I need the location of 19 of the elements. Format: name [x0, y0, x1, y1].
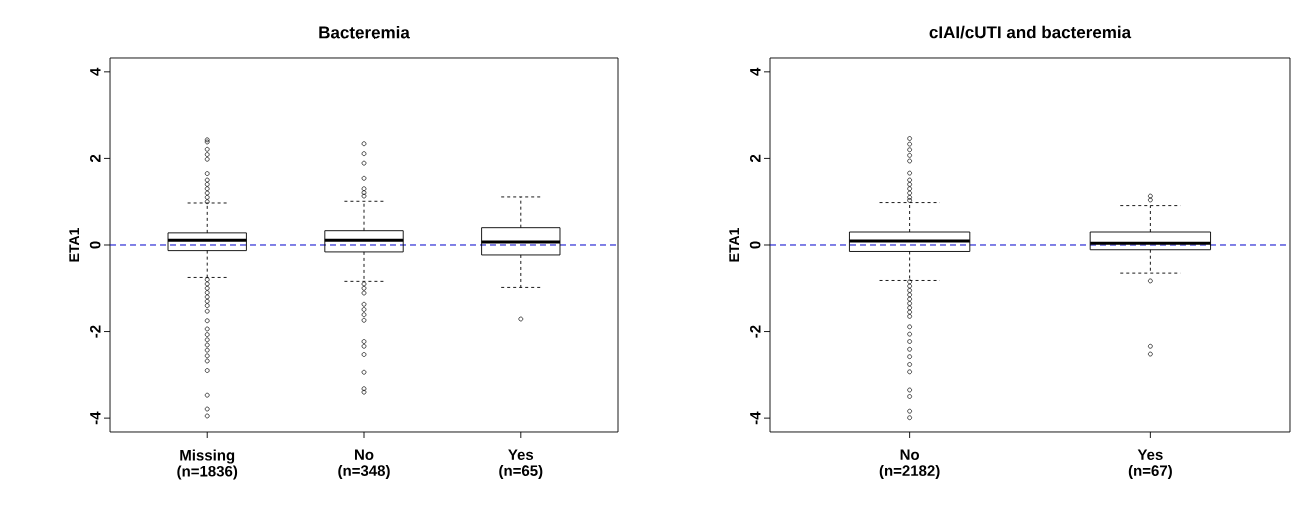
y-tick-label: -2 [90, 325, 101, 338]
chart-title: Bacteremia [319, 25, 410, 39]
y-tick-label: 2 [750, 154, 761, 163]
y-tick-label: 0 [749, 241, 761, 249]
y-tick-label: -4 [90, 411, 101, 425]
chart-title: cIAI/cUTI and bacteremia [929, 25, 1132, 39]
x-tick-label: No (n=348) [338, 449, 390, 479]
y-tick-label: -4 [750, 411, 761, 425]
x-tick-label: No (n=2182) [879, 449, 940, 479]
x-tick-label: Yes (n=67) [1128, 449, 1172, 479]
y-tick-label: 4 [90, 67, 101, 76]
x-tick-label: Yes (n=65) [499, 449, 543, 479]
y-axis-title: ETA1 [69, 227, 79, 262]
y-tick-label: 4 [750, 67, 761, 76]
y-tick-label: 0 [89, 241, 101, 249]
y-tick-label: 2 [90, 154, 101, 163]
x-tick-label: Missing (n=1836) [177, 449, 238, 480]
y-axis-title: ETA1 [729, 227, 739, 262]
y-tick-label: -2 [750, 325, 761, 338]
